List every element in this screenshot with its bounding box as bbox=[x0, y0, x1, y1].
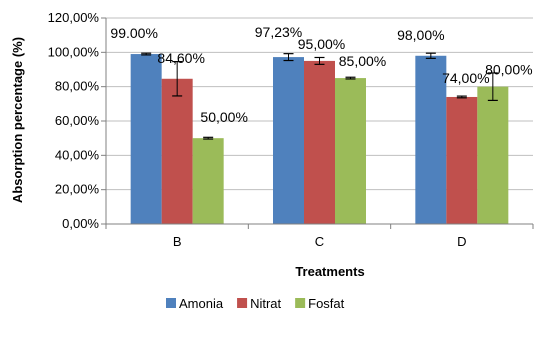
y-tick-label: 100,00% bbox=[48, 44, 100, 59]
data-label: 97,23% bbox=[255, 24, 302, 40]
legend-swatch-amonia bbox=[166, 298, 176, 308]
data-label: 98,00% bbox=[397, 27, 444, 43]
legend-swatch-fosfat bbox=[295, 298, 306, 308]
bar-fosfat bbox=[335, 78, 366, 224]
x-tick-label: C bbox=[315, 234, 324, 249]
y-tick-label: 80,00% bbox=[55, 79, 100, 94]
x-axis-title: Treatments bbox=[295, 264, 364, 279]
axes: 0,00% 20,00% 40,00% 60,00% 80,00% 100,00% 120,… bbox=[48, 10, 534, 249]
data-label: 84,60% bbox=[157, 50, 204, 66]
legend-swatch-nitrat bbox=[237, 298, 248, 308]
bar-fosfat bbox=[477, 86, 509, 225]
bar-nitrat bbox=[304, 60, 335, 224]
y-tick-label: 60,00% bbox=[55, 113, 100, 128]
bar-nitrat bbox=[446, 96, 478, 224]
x-tick-label: D bbox=[457, 234, 466, 249]
bar-fosfat bbox=[192, 138, 224, 224]
y-tick-label: 20,00% bbox=[55, 182, 100, 197]
legend-label-amonia: Amonia bbox=[179, 296, 224, 311]
data-label: 80,00% bbox=[485, 62, 532, 78]
legend-label-fosfat: Fosfat bbox=[308, 296, 345, 311]
y-tick-label: 40,00% bbox=[55, 147, 100, 162]
x-tick-label: B bbox=[173, 234, 182, 249]
data-label: 74,00% bbox=[442, 70, 489, 86]
bars bbox=[130, 54, 509, 225]
data-label: 50,00% bbox=[200, 109, 247, 125]
y-axis-title: Absorption percentage (%) bbox=[10, 37, 25, 203]
error-bars bbox=[141, 52, 498, 140]
bar-amonia bbox=[130, 54, 162, 224]
legend: Amonia Nitrat Fosfat bbox=[166, 296, 345, 311]
bar-nitrat bbox=[161, 78, 193, 225]
data-labels: 99.00%84,60% 50,00% 97,23%95,00%85,00% 98,0… bbox=[110, 24, 532, 125]
bar-amonia bbox=[273, 57, 304, 224]
bar-amonia bbox=[415, 55, 447, 225]
legend-label-nitrat: Nitrat bbox=[250, 296, 281, 311]
data-label: 95,00% bbox=[298, 36, 345, 52]
y-tick-label: 0,00% bbox=[62, 216, 99, 231]
data-label: 85,00% bbox=[339, 53, 386, 69]
y-tick-label: 120,00% bbox=[48, 10, 100, 25]
data-label: 99.00% bbox=[110, 25, 157, 41]
